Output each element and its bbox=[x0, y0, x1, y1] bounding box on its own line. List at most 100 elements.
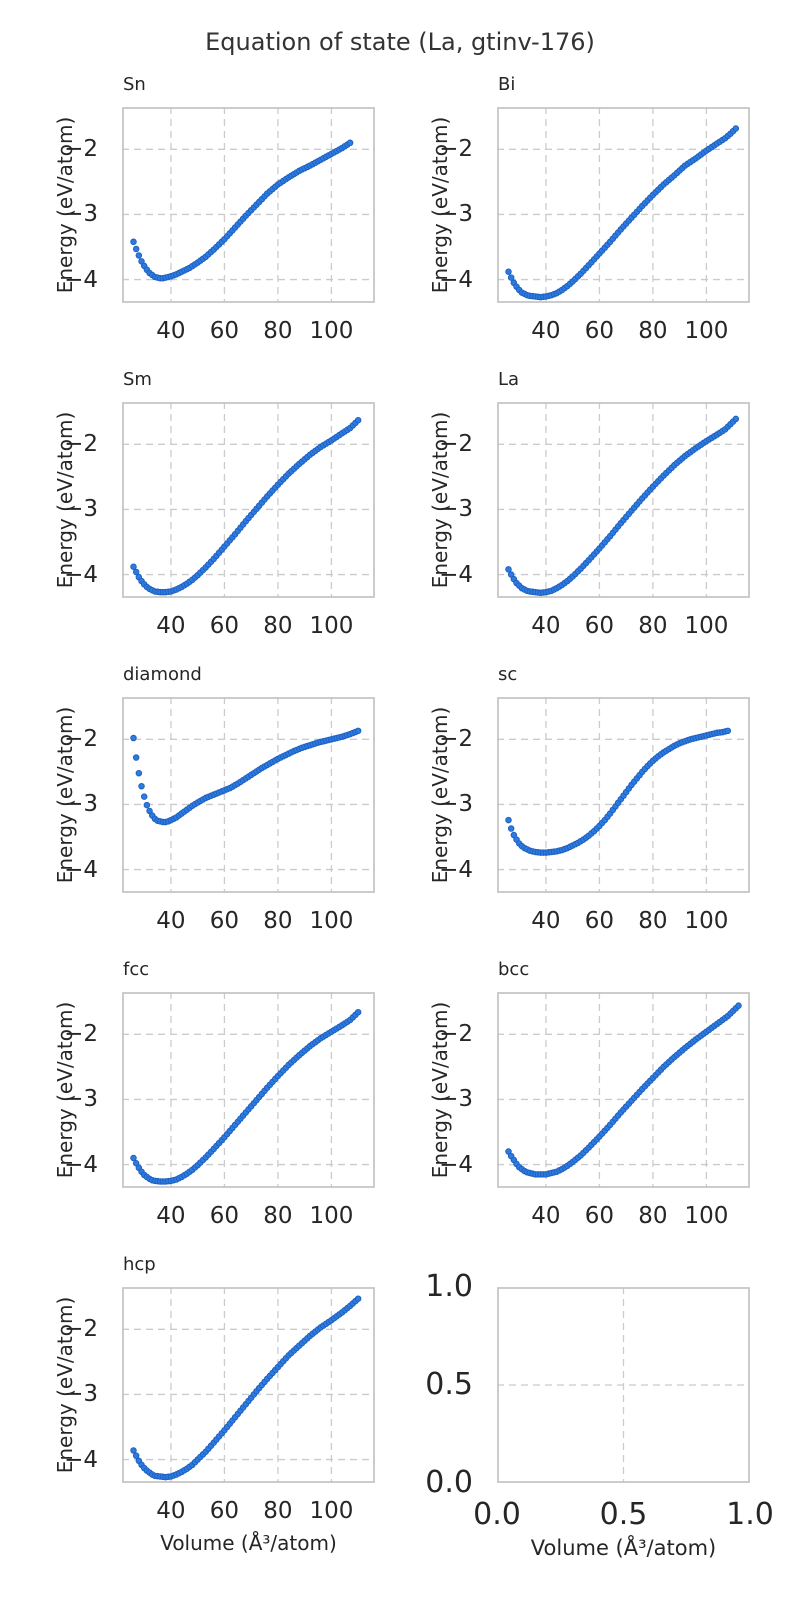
x-tick-label: 100 bbox=[309, 908, 354, 934]
y-tick-label: −4 bbox=[439, 1151, 473, 1178]
x-tick-label: 40 bbox=[531, 1203, 561, 1229]
y-tick-label: −3 bbox=[64, 791, 98, 818]
x-tick-label: 80 bbox=[638, 613, 668, 639]
x-tick-label: 40 bbox=[156, 613, 186, 639]
y-tick-label: −2 bbox=[64, 1316, 98, 1343]
x-tick-label: 40 bbox=[531, 318, 561, 344]
y-tick-label: 1.0 bbox=[425, 1269, 473, 1304]
x-tick-label: 100 bbox=[309, 1203, 354, 1229]
y-tick-label: −4 bbox=[64, 266, 98, 293]
x-tick-label: 80 bbox=[263, 318, 293, 344]
x-tick-label: 80 bbox=[263, 1498, 293, 1524]
x-tick-label: 100 bbox=[684, 613, 729, 639]
subplot-bi-title: Bi bbox=[498, 74, 516, 95]
axes-frame bbox=[497, 1287, 750, 1483]
axes-frame bbox=[497, 107, 750, 303]
y-axis-label: Energy (eV/atom) bbox=[53, 706, 77, 884]
x-tick-label: 0.5 bbox=[599, 1497, 648, 1532]
grid-lines bbox=[122, 1287, 375, 1483]
scatter-series bbox=[505, 125, 740, 301]
figure-title: Equation of state (La, gtinv-176) bbox=[205, 28, 595, 56]
y-tick-label: −2 bbox=[64, 1021, 98, 1048]
scatter-series bbox=[130, 1295, 362, 1481]
axes-frame bbox=[122, 107, 375, 303]
subplot-bcc-axes bbox=[497, 992, 750, 1188]
axes-frame bbox=[122, 1287, 375, 1483]
x-tick-label: 100 bbox=[684, 908, 729, 934]
grid-lines bbox=[497, 697, 750, 893]
y-axis-label: Energy (eV/atom) bbox=[53, 1001, 77, 1179]
y-axis-label: Energy (eV/atom) bbox=[428, 411, 452, 589]
x-tick-label: 100 bbox=[309, 1498, 354, 1524]
scatter-series bbox=[130, 1008, 362, 1185]
x-axis-label: Volume (Å³/atom) bbox=[160, 1531, 337, 1555]
x-tick-label: 60 bbox=[209, 908, 240, 934]
x-tick-label: 80 bbox=[638, 1203, 668, 1229]
x-tick-label: 80 bbox=[263, 1203, 293, 1229]
subplot-empty-axes bbox=[497, 1287, 750, 1483]
grid-lines bbox=[122, 107, 375, 303]
x-tick-label: 0.0 bbox=[473, 1497, 521, 1532]
subplot-fcc-axes bbox=[122, 992, 375, 1188]
y-tick-label: −2 bbox=[64, 431, 98, 458]
x-tick-label: 60 bbox=[584, 318, 615, 344]
y-tick-label: −3 bbox=[64, 1381, 98, 1408]
scatter-series bbox=[505, 415, 740, 597]
x-tick-label: 40 bbox=[531, 613, 561, 639]
axes-frame bbox=[497, 992, 750, 1188]
y-tick-label: −3 bbox=[439, 201, 473, 228]
x-tick-label: 40 bbox=[156, 318, 186, 344]
y-tick-label: −3 bbox=[64, 1086, 98, 1113]
subplot-sn-axes bbox=[122, 107, 375, 303]
subplot-la-title: La bbox=[498, 369, 520, 390]
y-tick-label: −4 bbox=[439, 561, 473, 588]
scatter-series bbox=[130, 416, 362, 596]
y-tick-label: −4 bbox=[439, 856, 473, 883]
y-tick-label: −3 bbox=[439, 791, 473, 818]
y-tick-label: −2 bbox=[439, 431, 473, 458]
x-tick-label: 60 bbox=[209, 613, 240, 639]
x-tick-label: 60 bbox=[209, 1203, 240, 1229]
y-tick-label: −2 bbox=[439, 136, 473, 163]
y-tick-label: −4 bbox=[64, 856, 98, 883]
y-axis-label: Energy (eV/atom) bbox=[428, 706, 452, 884]
y-axis-label: Energy (eV/atom) bbox=[428, 1001, 452, 1179]
y-tick-label: −3 bbox=[64, 496, 98, 523]
axes-frame bbox=[122, 992, 375, 1188]
x-tick-label: 80 bbox=[638, 318, 668, 344]
grid-lines bbox=[122, 402, 375, 598]
y-tick-label: −2 bbox=[64, 136, 98, 163]
y-tick-label: 0.0 bbox=[425, 1465, 473, 1500]
x-tick-label: 60 bbox=[584, 1203, 615, 1229]
x-tick-label: 100 bbox=[684, 318, 729, 344]
x-tick-label: 40 bbox=[156, 1498, 186, 1524]
subplot-fcc-title: fcc bbox=[123, 959, 150, 980]
axes-frame bbox=[122, 402, 375, 598]
scatter-series bbox=[505, 727, 732, 856]
scatter-series bbox=[130, 139, 354, 282]
y-tick-label: −2 bbox=[64, 726, 98, 753]
y-tick-label: −4 bbox=[64, 561, 98, 588]
y-tick-label: −4 bbox=[64, 1446, 98, 1473]
grid-lines bbox=[497, 402, 750, 598]
subplot-sn-title: Sn bbox=[123, 74, 146, 95]
y-tick-label: −2 bbox=[439, 1021, 473, 1048]
axes-frame bbox=[497, 697, 750, 893]
scatter-series bbox=[505, 1002, 742, 1178]
x-tick-label: 40 bbox=[156, 908, 186, 934]
y-tick-label: −3 bbox=[64, 201, 98, 228]
y-tick-label: −2 bbox=[439, 726, 473, 753]
subplot-la-axes bbox=[497, 402, 750, 598]
x-tick-label: 40 bbox=[531, 908, 561, 934]
grid-lines bbox=[497, 1287, 750, 1483]
y-axis-label: Energy (eV/atom) bbox=[53, 411, 77, 589]
x-tick-label: 60 bbox=[209, 318, 240, 344]
x-tick-label: 80 bbox=[263, 613, 293, 639]
subplot-hcp-axes bbox=[122, 1287, 375, 1483]
x-axis-label: Volume (Å³/atom) bbox=[530, 1536, 717, 1560]
subplot-sc-axes bbox=[497, 697, 750, 893]
subplot-diamond-title: diamond bbox=[123, 664, 202, 685]
y-tick-label: −3 bbox=[439, 496, 473, 523]
grid-lines bbox=[497, 107, 750, 303]
